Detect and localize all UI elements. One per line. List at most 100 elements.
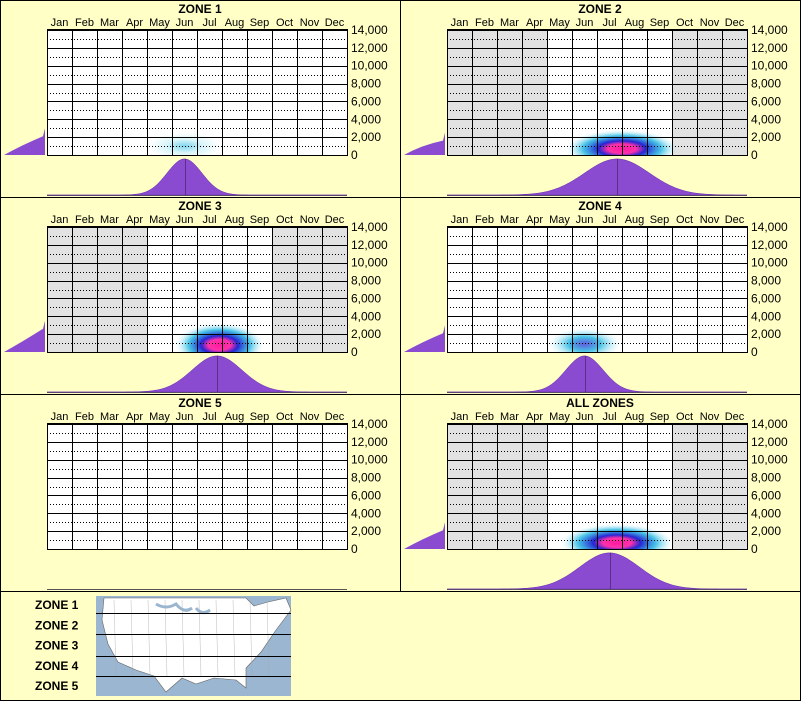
elevation-tick-label: 6,000	[351, 94, 381, 108]
panel-title: ZONE 4	[578, 199, 622, 213]
inactive-month-band	[297, 226, 322, 352]
month-tick-label: Jun	[176, 214, 194, 226]
month-tick-label: Sep	[250, 17, 270, 29]
month-tick-label: Aug	[225, 17, 245, 29]
month-tick-label: Dec	[325, 214, 345, 226]
zone-legend-label: ZONE 2	[35, 618, 79, 632]
panel-title: ZONE 2	[578, 2, 622, 16]
month-tick-label: Dec	[725, 411, 745, 423]
elevation-tick-label: 6,000	[351, 488, 381, 502]
elevation-tick-label: 0	[751, 148, 758, 162]
elevation-density-curve	[404, 522, 445, 549]
map-state-line	[215, 599, 219, 677]
month-tick-label: Mar	[500, 17, 519, 29]
inactive-month-band	[722, 29, 747, 155]
elevation-tick-label: 2,000	[751, 524, 781, 538]
month-tick-label: Apr	[526, 411, 543, 423]
elevation-tick-label: 4,000	[351, 309, 381, 323]
month-tick-label: Oct	[276, 411, 293, 423]
elevation-density-curve	[4, 128, 45, 155]
month-tick-label: Feb	[75, 214, 94, 226]
elevation-tick-label: 10,000	[751, 453, 788, 467]
inactive-month-band	[497, 29, 522, 155]
elevation-tick-label: 6,000	[751, 291, 781, 305]
month-tick-label: Jul	[202, 411, 216, 423]
inactive-month-band	[97, 226, 122, 352]
elevation-tick-label: 0	[351, 542, 358, 556]
inactive-month-band	[472, 29, 497, 155]
elevation-tick-label: 2,000	[751, 327, 781, 341]
month-tick-label: Jan	[451, 17, 469, 29]
zone-panel: ZONE 5 Jan Feb Mar Apr May Jun Jul Aug Sep Oct Nov D…	[0, 394, 401, 592]
month-tick-label: Mar	[100, 411, 119, 423]
elevation-tick-label: 4,000	[351, 112, 381, 126]
panel-title: ALL ZONES	[566, 396, 634, 410]
month-tick-label: Mar	[500, 214, 519, 226]
elevation-tick-label: 0	[351, 345, 358, 359]
month-tick-label: Nov	[300, 214, 320, 226]
map-state-line	[130, 599, 134, 677]
zone-legend-label: ZONE 4	[35, 659, 79, 673]
month-tick-label: May	[549, 411, 570, 423]
zone-legend-label: ZONE 1	[35, 598, 79, 612]
elevation-tick-label: 12,000	[351, 238, 388, 252]
plot-outline	[47, 226, 348, 353]
month-density-curve	[447, 552, 747, 590]
elevation-tick-label: 10,000	[351, 453, 388, 467]
month-tick-label: Dec	[725, 17, 745, 29]
elevation-tick-label: 14,000	[351, 220, 388, 234]
elevation-tick-label: 12,000	[351, 41, 388, 55]
month-tick-label: Apr	[526, 214, 543, 226]
month-tick-label: Aug	[625, 214, 645, 226]
elevation-tick-label: 12,000	[751, 238, 788, 252]
inactive-month-band	[72, 226, 97, 352]
density-heat-blob	[561, 524, 673, 549]
month-tick-label: Oct	[276, 214, 293, 226]
map-state-line	[164, 599, 168, 677]
zone-legend-label: ZONE 5	[35, 679, 79, 693]
inactive-month-band	[497, 423, 522, 549]
month-tick-label: Aug	[225, 214, 245, 226]
elevation-tick-label: 8,000	[751, 274, 781, 288]
month-density-curve	[447, 158, 747, 196]
month-tick-label: Dec	[325, 17, 345, 29]
elevation-tick-label: 4,000	[751, 309, 781, 323]
elevation-tick-label: 10,000	[751, 256, 788, 270]
inactive-month-band	[447, 29, 472, 155]
month-tick-label: Apr	[126, 17, 143, 29]
inactive-month-band	[322, 226, 347, 352]
map-state-line	[266, 599, 270, 677]
month-tick-label: Aug	[625, 411, 645, 423]
month-tick-label: Sep	[650, 17, 670, 29]
panel-title: ZONE 3	[178, 199, 222, 213]
elevation-tick-label: 2,000	[351, 327, 381, 341]
elevation-tick-label: 4,000	[751, 112, 781, 126]
inactive-month-band	[697, 29, 722, 155]
month-tick-label: Jul	[602, 214, 616, 226]
month-tick-label: May	[149, 17, 170, 29]
month-tick-label: Feb	[475, 17, 494, 29]
elevation-tick-label: 14,000	[351, 23, 388, 37]
inactive-month-band	[272, 226, 297, 352]
elevation-tick-label: 6,000	[351, 291, 381, 305]
month-tick-label: Nov	[300, 411, 320, 423]
elevation-tick-label: 2,000	[351, 524, 381, 538]
month-tick-label: Nov	[700, 411, 720, 423]
month-tick-label: Sep	[650, 214, 670, 226]
month-tick-label: Aug	[625, 17, 645, 29]
month-tick-label: Dec	[325, 411, 345, 423]
zone-panel: ZONE 4 Jan Feb Mar Apr May Jun Jul Aug Sep Oct Nov D…	[400, 197, 801, 395]
zone-panel: ZONE 1 Jan Feb Mar Apr May Jun Jul Aug Sep Oct Nov D…	[0, 0, 401, 198]
month-tick-label: Feb	[75, 411, 94, 423]
zone-panel: ALL ZONES Jan Feb Mar Apr May Jun Jul Aug Sep Oct N…	[400, 394, 801, 592]
month-tick-label: Jul	[202, 17, 216, 29]
elevation-density-curve	[404, 325, 445, 352]
elevation-tick-label: 0	[351, 148, 358, 162]
zone-legend: ZONE 1 ZONE 2 ZONE 3 ZONE 4 ZONE 5	[0, 591, 801, 701]
month-tick-label: Feb	[75, 17, 94, 29]
panel-title: ZONE 5	[178, 396, 222, 410]
inactive-month-band	[447, 423, 472, 549]
month-density-curve	[47, 355, 347, 393]
plot-outline	[447, 423, 748, 550]
plot-outline	[447, 29, 748, 156]
